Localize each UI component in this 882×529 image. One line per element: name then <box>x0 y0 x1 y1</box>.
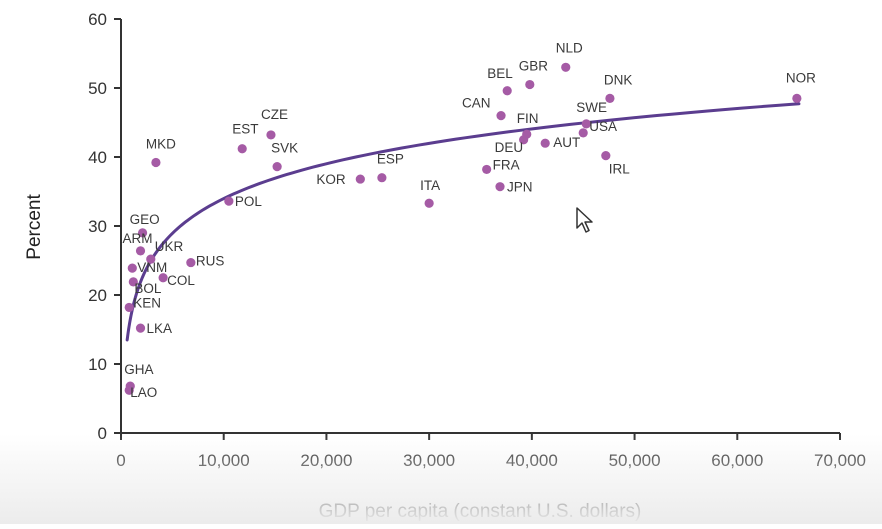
point-label-vnm: VNM <box>137 260 167 275</box>
point-label-svk: SVK <box>271 141 298 156</box>
data-point-svk <box>272 162 282 172</box>
data-point-gbr <box>525 79 535 90</box>
data-point-col <box>158 273 168 283</box>
y-tick-label: 20 <box>88 286 107 305</box>
data-point-nld <box>561 62 571 72</box>
y-tick-label: 50 <box>88 79 107 98</box>
data-point-arm <box>135 246 146 256</box>
data-point-rus <box>186 257 196 268</box>
data-point-jpn <box>495 182 505 192</box>
point-label-pol: POL <box>235 194 263 209</box>
points-layer <box>124 62 802 395</box>
point-label-usa: USA <box>589 119 617 134</box>
x-tick-label: 50,000 <box>609 451 661 470</box>
point-label-ken: KEN <box>133 295 161 310</box>
x-tick-label: 10,000 <box>198 451 250 470</box>
point-label-deu: DEU <box>495 140 524 155</box>
point-label-arm: ARM <box>123 231 153 246</box>
data-point-bol <box>128 277 138 287</box>
point-label-mkd: MKD <box>146 137 176 152</box>
x-tick-label: 70,000 <box>814 451 866 470</box>
point-label-gbr: GBR <box>519 59 549 74</box>
data-point-lao <box>124 385 134 395</box>
point-label-rus: RUS <box>196 254 225 269</box>
point-label-jpn: JPN <box>507 180 533 195</box>
point-label-fra: FRA <box>493 157 520 172</box>
trend-curve <box>125 102 801 342</box>
point-label-dnk: DNK <box>604 72 633 87</box>
point-label-bel: BEL <box>487 66 513 81</box>
data-point-deu <box>519 135 529 145</box>
x-tick-label: 40,000 <box>506 451 558 470</box>
y-tick-label: 0 <box>98 424 107 443</box>
data-point-lka <box>135 323 146 333</box>
point-label-col: COL <box>167 273 195 288</box>
point-label-nor: NOR <box>786 70 816 85</box>
x-axis-title: GDP per capita (constant U.S. dollars) <box>319 501 642 522</box>
data-point-est <box>237 144 247 154</box>
data-point-bel <box>502 86 512 96</box>
y-tick-label: 40 <box>88 148 107 167</box>
x-tick-label: 30,000 <box>403 451 455 470</box>
y-tick-label: 30 <box>88 217 107 236</box>
data-point-esp <box>377 173 387 183</box>
data-point-vnm <box>127 263 137 273</box>
y-axis-title: Percent <box>24 194 45 260</box>
data-point-kor <box>355 174 365 184</box>
x-tick-label: 20,000 <box>300 451 352 470</box>
point-label-swe: SWE <box>576 100 607 115</box>
data-point-fra <box>482 164 492 175</box>
point-label-cze: CZE <box>261 107 288 122</box>
data-point-mkd <box>151 157 161 168</box>
y-tick-label: 60 <box>88 10 107 29</box>
point-label-lka: LKA <box>147 321 173 336</box>
x-tick-label: 60,000 <box>711 451 763 470</box>
point-label-est: EST <box>232 122 258 137</box>
trend-curve-layer <box>125 102 801 342</box>
data-point-aut <box>540 138 550 148</box>
x-tick-label: 0 <box>116 451 125 470</box>
point-label-ukr: UKR <box>155 239 184 254</box>
point-label-bol: BOL <box>134 281 162 296</box>
point-label-kor: KOR <box>316 172 346 187</box>
point-label-nld: NLD <box>556 40 583 55</box>
point-label-geo: GEO <box>130 212 160 227</box>
point-label-fin: FIN <box>517 111 539 126</box>
data-point-dnk <box>605 93 615 103</box>
point-label-gha: GHA <box>124 362 153 377</box>
point-label-ita: ITA <box>420 178 440 193</box>
point-label-esp: ESP <box>377 152 404 167</box>
data-point-swe <box>581 119 591 129</box>
data-point-irl <box>601 151 611 161</box>
point-label-can: CAN <box>462 96 491 111</box>
data-point-can <box>496 111 506 121</box>
data-point-cze <box>266 130 276 140</box>
data-point-ukr <box>146 254 156 264</box>
point-label-irl: IRL <box>609 162 631 177</box>
data-point-geo <box>137 228 148 238</box>
point-labels-layer: NOR NLD GBR BEL DNK CAN SWE FIN USA DEU AUT IRL FRA J… <box>123 40 817 400</box>
data-point-ken <box>124 302 134 313</box>
y-tick-label: 10 <box>88 355 107 374</box>
point-label-aut: AUT <box>553 135 580 150</box>
data-point-ita <box>424 198 434 208</box>
data-point-nor <box>792 93 802 103</box>
axes: 0 10,000 20,000 30,000 40,000 50,000 60,000 70,… <box>88 10 866 470</box>
point-label-lao: LAO <box>130 385 157 400</box>
data-point-usa <box>578 128 588 138</box>
data-point-pol <box>224 196 234 206</box>
mouse-cursor-icon <box>576 207 593 233</box>
